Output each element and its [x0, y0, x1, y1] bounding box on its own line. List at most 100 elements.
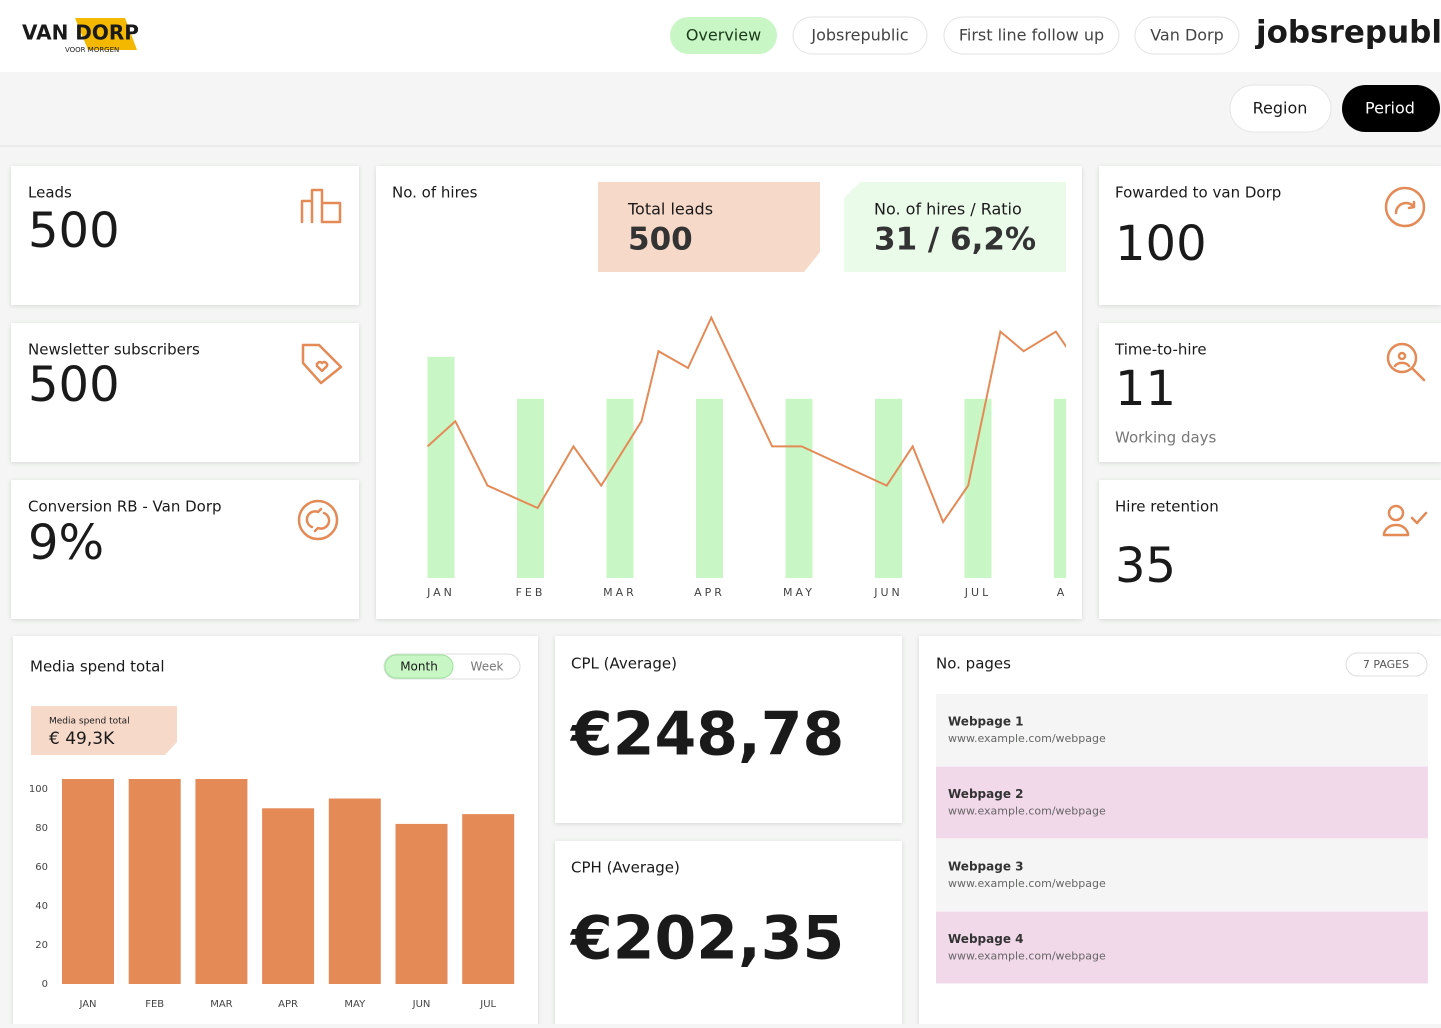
nav-pill[interactable] [943, 16, 1120, 55]
kpi-card [1099, 166, 1441, 305]
line [426, 315, 1066, 525]
toggle-label: Month [400, 660, 438, 674]
page-url: www.example.com/webpage [948, 877, 1106, 890]
toggle-label[interactable]: Week [471, 660, 504, 674]
cph-card [555, 841, 902, 1028]
y-tick-label: 20 [35, 940, 48, 951]
page-name: Webpage 2 [948, 787, 1023, 801]
y-tick-label: 40 [35, 901, 48, 912]
icon [305, 507, 331, 533]
x-tick-label: JUN [873, 586, 903, 599]
icon [297, 499, 339, 541]
kpi-label: Leads [28, 184, 72, 202]
page-row[interactable] [936, 839, 1428, 911]
nav-label: Van Dorp [1150, 26, 1224, 45]
bar [964, 398, 992, 578]
kpi-value: 35 [1115, 538, 1176, 594]
y-tick-label: 80 [35, 823, 48, 834]
x-tick-label: FEB [516, 586, 546, 599]
pages-title: No. pages [936, 655, 1011, 673]
kpi-label: Conversion RB - Van Dorp [28, 498, 222, 516]
y-tick-label: 0 [42, 979, 48, 990]
callout-label: No. of hires / Ratio [874, 200, 1022, 219]
x-tick-label: APR [694, 586, 725, 599]
page-name: Webpage 4 [948, 932, 1023, 946]
nav-pill[interactable] [1134, 16, 1240, 55]
toggle-month[interactable] [384, 654, 454, 679]
x-tick-label: JAN [426, 586, 455, 599]
callout-value: 500 [628, 222, 693, 258]
bar [606, 398, 634, 578]
icon [301, 343, 343, 385]
x-tick-label: MAY [344, 999, 366, 1010]
kpi-label: Newsletter subscribers [28, 341, 200, 359]
logo: VAN DORP [22, 21, 139, 45]
x-tick-label: MAR [210, 999, 232, 1010]
kpi-note: Working days [1115, 429, 1217, 447]
chart-title: No. of hires [392, 184, 478, 202]
avg-value: €202,35 [569, 904, 844, 974]
page-url: www.example.com/webpage [948, 732, 1106, 745]
callout-label: Media spend total [49, 717, 130, 727]
nav-pill[interactable] [792, 16, 928, 55]
page-url: www.example.com/webpage [948, 805, 1106, 818]
badge [1345, 652, 1428, 677]
kpi-label: Time-to-hire [1114, 341, 1207, 359]
page-url: www.example.com/webpage [948, 950, 1106, 963]
plot: JAN FEB MAR APR MAY JUN JUL AU [426, 315, 1079, 599]
avg-label: CPH (Average) [571, 859, 680, 877]
x-tick-label: JAN [78, 999, 96, 1010]
kpi-value: 9% [28, 515, 104, 571]
callout-value: € 49,3K [49, 729, 115, 749]
icon [1393, 351, 1426, 382]
bar [875, 398, 902, 578]
kpi-label: Hire retention [1115, 498, 1219, 516]
bar [785, 398, 813, 578]
bar [462, 814, 515, 984]
kpi-value: 500 [28, 203, 120, 259]
brand: jobsrepublic [1254, 15, 1441, 51]
logo-tagline: VOOR MORGEN [65, 46, 119, 54]
bar [62, 779, 114, 984]
x-tick-label: JUL [479, 999, 496, 1010]
region-label: Region [1253, 99, 1308, 118]
cpl-card [555, 636, 902, 823]
icon [1387, 504, 1405, 522]
callout [598, 182, 820, 272]
icon [1394, 200, 1416, 215]
callout [844, 182, 1066, 272]
page-row[interactable] [936, 911, 1428, 984]
kpi-card [11, 166, 359, 305]
page-name: Webpage 3 [948, 860, 1023, 874]
kpi-value: 100 [1115, 216, 1207, 272]
kpi-value: 500 [28, 357, 120, 413]
bar [696, 398, 723, 578]
nav-label: Overview [686, 26, 761, 45]
bar [195, 779, 248, 984]
icon [1384, 186, 1426, 228]
x-tick-label: MAR [603, 586, 637, 599]
x-tick-label: JUN [412, 999, 431, 1010]
bar [262, 808, 315, 984]
period-filter[interactable] [1342, 85, 1440, 132]
callout-value: 31 / 6,2% [874, 222, 1036, 258]
kpi-label: Fowarded to van Dorp [1115, 184, 1281, 202]
kpi-value: 11 [1115, 361, 1176, 417]
y-tick-label: 100 [29, 784, 48, 795]
nav-label: First line follow up [959, 26, 1104, 45]
logo-mark [75, 18, 137, 50]
page-row[interactable] [936, 694, 1428, 766]
x-tick-label: JUL [964, 586, 991, 599]
avg-label: CPL (Average) [571, 655, 677, 673]
region-filter[interactable] [1229, 84, 1332, 133]
callout [31, 706, 177, 755]
x-tick-label: AU [1057, 586, 1079, 599]
page-row[interactable] [936, 766, 1428, 839]
nav-label: Jobsrepublic [810, 26, 908, 45]
x-tick-label: APR [278, 999, 298, 1010]
bar [1054, 398, 1066, 578]
nav-pill[interactable] [670, 17, 777, 54]
kpi-card [1099, 480, 1441, 619]
icon [300, 188, 342, 224]
